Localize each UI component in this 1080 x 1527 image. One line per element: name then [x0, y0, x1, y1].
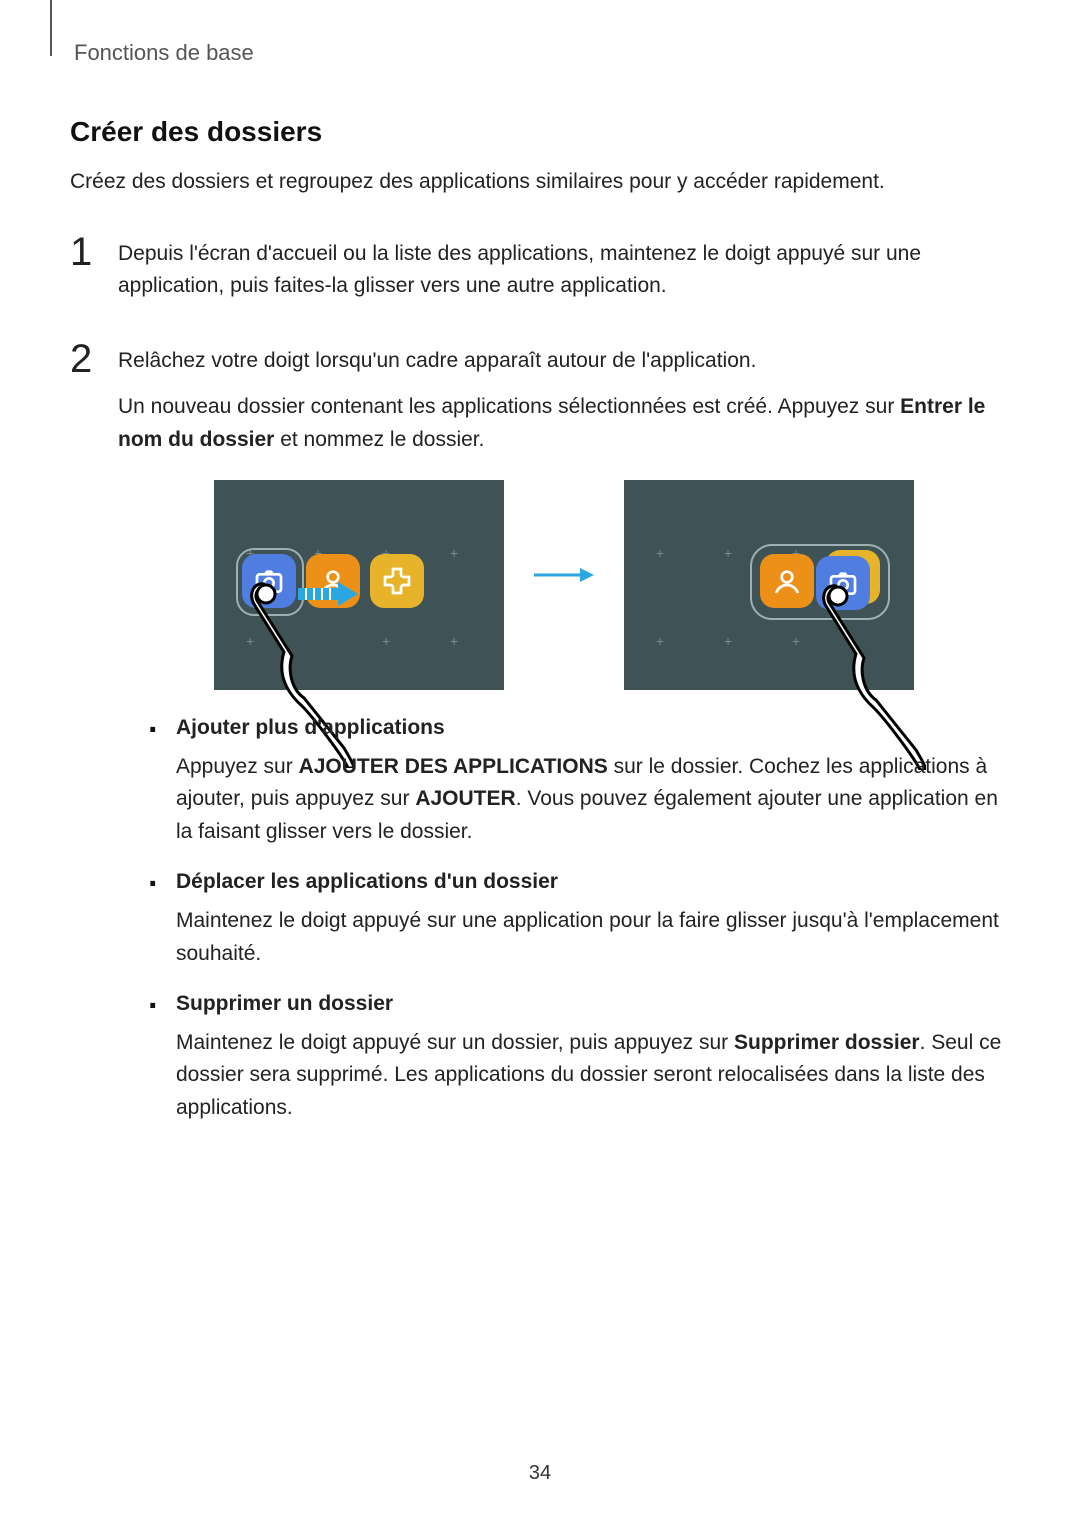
step-2-text-b: et nommez le dossier. [274, 428, 484, 451]
text-bold: AJOUTER DES APPLICATIONS [299, 755, 608, 778]
grid-slot-icon: + [656, 546, 664, 560]
bullet-add-apps: Ajouter plus d'applications Appuyez sur … [148, 712, 1010, 848]
bullet-title: Supprimer un dossier [176, 988, 1010, 1021]
page-margin-rule [50, 0, 52, 56]
step-2-number: 2 [70, 339, 118, 1143]
text-fragment: Maintenez le doigt appuyé sur un dossier… [176, 1031, 734, 1054]
intro-paragraph: Créez des dossiers et regroupez des appl… [70, 166, 1010, 198]
bullet-move-apps: Déplacer les applications d'un dossier M… [148, 866, 1010, 970]
text-bold: AJOUTER [415, 787, 515, 810]
bullet-text: Maintenez le doigt appuyé sur un dossier… [176, 1027, 1010, 1125]
grid-slot-icon: + [724, 634, 732, 648]
text-bold: Supprimer dossier [734, 1031, 920, 1054]
grid-slot-icon: + [450, 634, 458, 648]
screen-after: + + + + + + + [624, 480, 914, 690]
grid-slot-icon: + [724, 546, 732, 560]
grid-slot-icon: + [246, 634, 254, 648]
bullet-delete-folder: Supprimer un dossier Maintenez le doigt … [148, 988, 1010, 1124]
grid-slot-icon: + [382, 634, 390, 648]
app-puzzle-icon [370, 554, 424, 608]
step-2-text-a: Un nouveau dossier contenant les applica… [118, 395, 900, 418]
page: Fonctions de base Créer des dossiers Cré… [0, 0, 1080, 1527]
grid-slot-icon: + [450, 546, 458, 560]
grid-slot-icon: + [656, 634, 664, 648]
sub-bullet-list: Ajouter plus d'applications Appuyez sur … [148, 712, 1010, 1124]
step-2: 2 Relâchez votre doigt lorsqu'un cadre a… [70, 345, 1010, 1143]
step-2-line1: Relâchez votre doigt lorsqu'un cadre app… [118, 345, 1010, 378]
section-heading: Créer des dossiers [70, 116, 1010, 148]
bullet-text: Maintenez le doigt appuyé sur une applic… [176, 905, 1010, 970]
breadcrumb: Fonctions de base [74, 40, 1010, 66]
drag-arrow-icon [298, 578, 358, 610]
page-number: 34 [0, 1462, 1080, 1485]
bullet-text: Appuyez sur AJOUTER DES APPLICATIONS sur… [176, 751, 1010, 849]
step-1-number: 1 [70, 232, 118, 317]
app-contact-icon [760, 554, 814, 608]
grid-slot-icon: + [792, 634, 800, 648]
step-1: 1 Depuis l'écran d'accueil ou la liste d… [70, 238, 1010, 317]
step-1-body: Depuis l'écran d'accueil ou la liste des… [118, 238, 1010, 317]
app-camera-icon [816, 556, 870, 610]
text-fragment: Appuyez sur [176, 755, 299, 778]
step-1-text: Depuis l'écran d'accueil ou la liste des… [118, 238, 1010, 303]
step-2-paragraph: Un nouveau dossier contenant les applica… [118, 391, 1010, 456]
app-camera-icon [242, 554, 296, 608]
bullet-title: Déplacer les applications d'un dossier [176, 866, 1010, 899]
figure-row: + + + + + + + [118, 480, 1010, 690]
step-2-body: Relâchez votre doigt lorsqu'un cadre app… [118, 345, 1010, 1143]
bullet-title: Ajouter plus d'applications [176, 712, 1010, 745]
transition-arrow-icon [534, 565, 594, 585]
screen-before: + + + + + + + [214, 480, 504, 690]
